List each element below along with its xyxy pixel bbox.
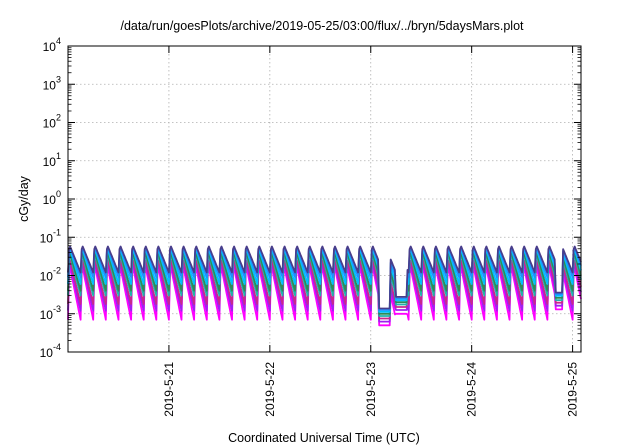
series-line	[67, 245, 582, 310]
y-tick-label: 100	[43, 189, 61, 207]
y-tick-label: 10-3	[40, 304, 61, 322]
y-tick-label: 10-4	[40, 342, 61, 360]
series-line	[67, 259, 582, 320]
series-group	[67, 245, 582, 327]
x-tick-label: 2019-5-21	[162, 362, 176, 417]
x-tick-label: 2019-5-24	[465, 362, 479, 417]
series-line	[67, 252, 582, 315]
series-line	[67, 263, 582, 323]
chart-title: /data/run/goesPlots/archive/2019-05-25/0…	[120, 19, 524, 33]
y-tick-label: 104	[43, 36, 61, 54]
grid	[68, 46, 581, 352]
y-axis-title: cGy/day	[17, 175, 31, 222]
y-axis: 10-4 10-3 10-2 10-1 100 101 102 103 104	[40, 36, 581, 360]
x-tick-label: 2019-5-23	[364, 362, 378, 417]
y-tick-label: 10-2	[40, 266, 61, 284]
x-tick-label: 2019-5-25	[566, 362, 580, 417]
x-tick-label: 2019-5-22	[263, 362, 277, 417]
series-line	[67, 267, 582, 327]
y-tick-label: 103	[43, 74, 61, 92]
x-axis: 2019-5-21 2019-5-22 2019-5-23 2019-5-24 2019…	[162, 46, 580, 417]
y-tick-label: 101	[43, 151, 61, 169]
y-tick-label: 10-1	[40, 227, 61, 245]
x-axis-title: Coordinated Universal Time (UTC)	[228, 431, 420, 445]
series-line	[67, 248, 582, 313]
y-tick-label: 102	[43, 113, 61, 131]
